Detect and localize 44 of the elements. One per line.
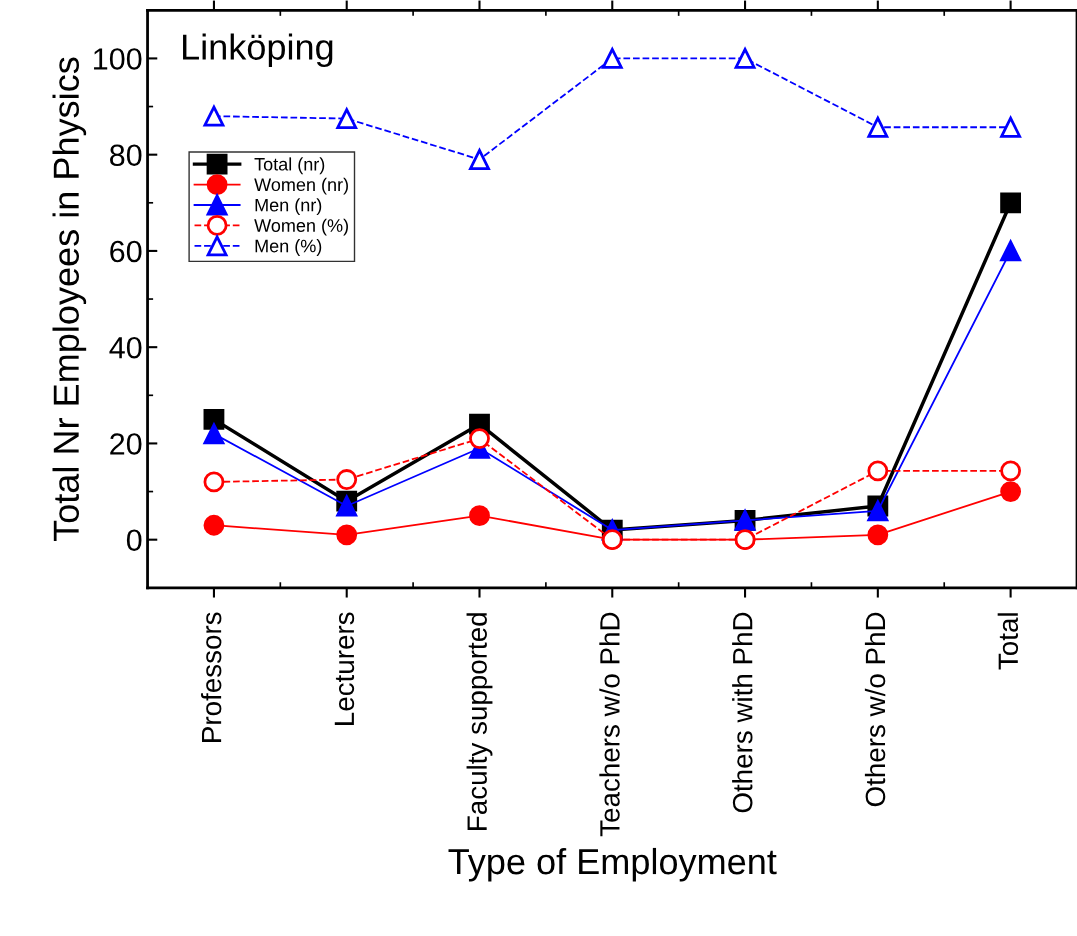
point bbox=[867, 460, 889, 482]
point bbox=[1000, 116, 1022, 138]
legend-label: Men (nr) bbox=[255, 198, 322, 216]
x-tick-label: Lecturers bbox=[334, 612, 355, 725]
x-tick-label: Teachers w/o PhD bbox=[599, 612, 620, 837]
point bbox=[1000, 192, 1022, 214]
point bbox=[867, 116, 889, 138]
x-axis-title: Type of Employment bbox=[448, 847, 777, 882]
point bbox=[469, 505, 490, 527]
point bbox=[1000, 481, 1022, 502]
legend-label: Total (nr) bbox=[254, 157, 325, 175]
y-axis-title: Total Nr Employees in Physics bbox=[52, 57, 87, 542]
point bbox=[469, 428, 490, 450]
y-tick-label: 0 bbox=[126, 529, 142, 552]
legend-label: Women (%) bbox=[254, 218, 348, 236]
point bbox=[335, 493, 358, 517]
y-tick-label: 40 bbox=[109, 336, 142, 359]
x-tick-label: Total bbox=[997, 613, 1019, 670]
text: Linköping bbox=[183, 33, 333, 68]
point bbox=[999, 238, 1022, 262]
y-tick-label: 60 bbox=[110, 240, 142, 263]
point bbox=[203, 514, 225, 536]
point bbox=[203, 408, 225, 430]
point bbox=[1000, 460, 1022, 482]
y-tick-label: 80 bbox=[110, 144, 142, 167]
legend-label: Men (%) bbox=[255, 239, 322, 256]
point bbox=[336, 108, 358, 129]
point bbox=[203, 105, 225, 127]
point bbox=[601, 48, 623, 69]
point bbox=[203, 471, 225, 493]
legend-label: Women (nr) bbox=[254, 177, 348, 195]
x-tick-label: Faculty supported bbox=[466, 613, 493, 830]
point bbox=[203, 423, 225, 445]
point bbox=[867, 524, 889, 546]
point bbox=[734, 48, 756, 69]
y-tick-label: 100 bbox=[94, 48, 142, 70]
point bbox=[469, 149, 490, 170]
x-tick-label: Professors bbox=[201, 612, 222, 742]
x-tick-label: Others w/o PhD bbox=[864, 612, 886, 807]
point bbox=[336, 524, 358, 546]
point bbox=[336, 469, 358, 490]
x-tick-label: Others with PhD bbox=[732, 612, 753, 813]
y-tick-label: 20 bbox=[110, 433, 142, 455]
point bbox=[867, 500, 889, 522]
